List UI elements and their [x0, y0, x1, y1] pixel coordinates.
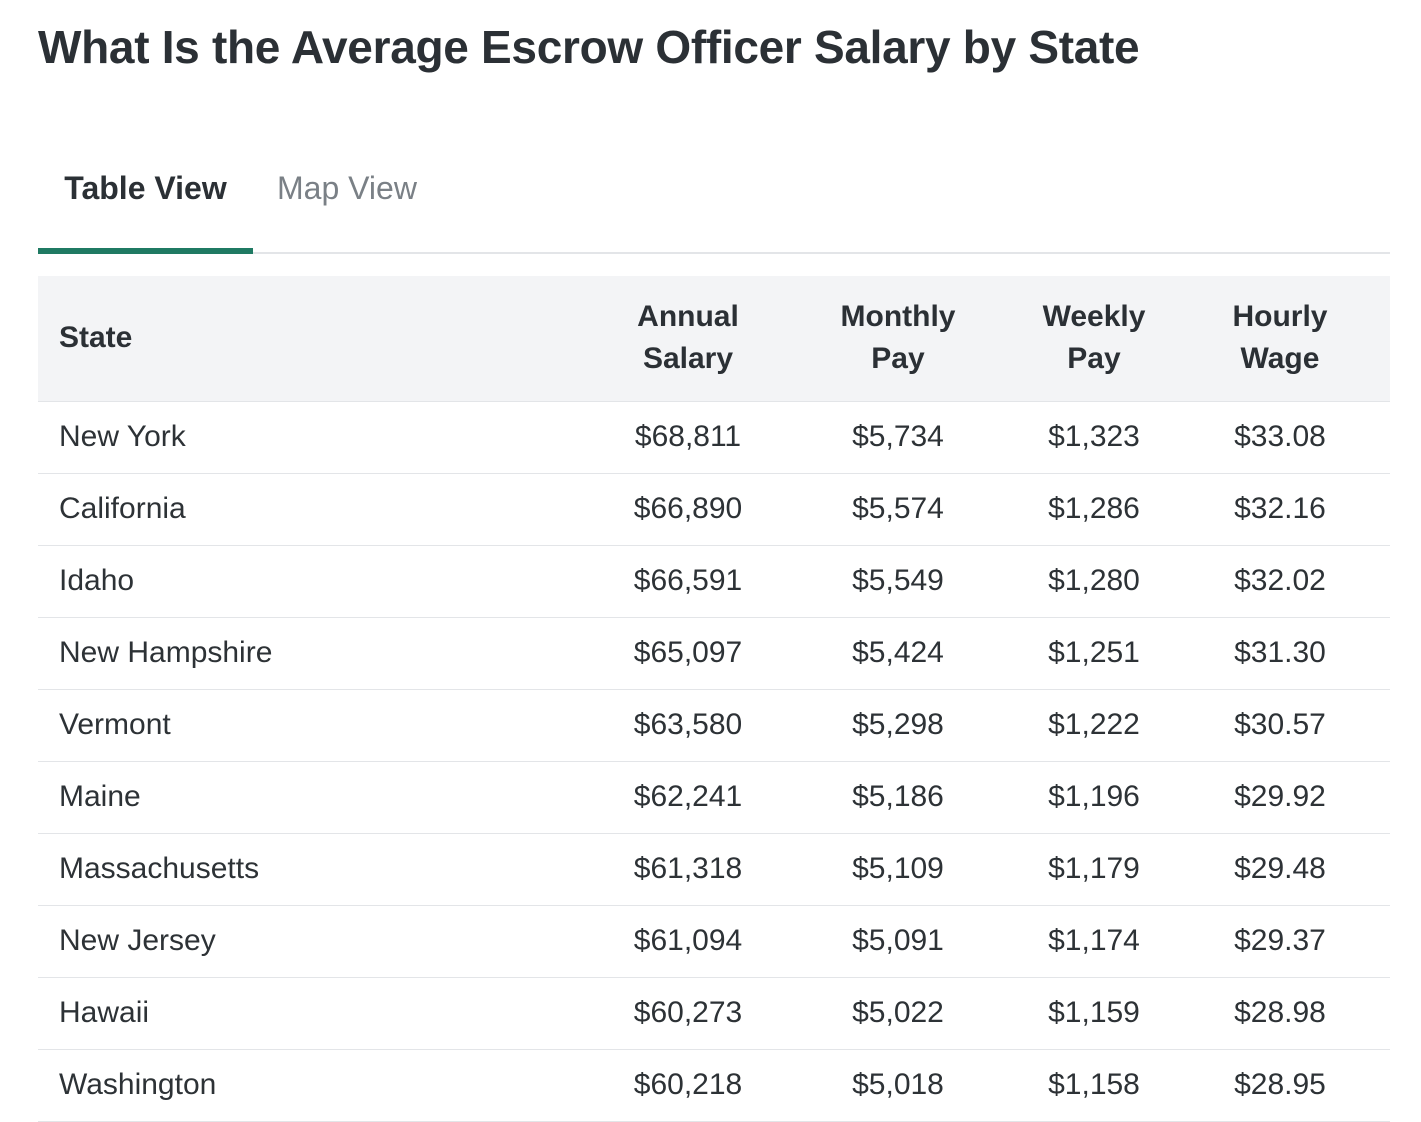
- cell-monthly-pay: $5,091: [778, 905, 1018, 978]
- table-row: Hawaii $60,273 $5,022 $1,159 $28.98: [38, 977, 1390, 1050]
- cell-annual-salary: $61,094: [598, 905, 778, 978]
- cell-monthly-pay: $5,018: [778, 1049, 1018, 1122]
- cell-monthly-pay: $5,109: [778, 833, 1018, 906]
- table-header: State Annual Salary Monthly Pay Weekly Pay …: [38, 276, 1390, 402]
- table-row: New York $68,811 $5,734 $1,323 $33.08: [38, 401, 1390, 474]
- header-annual-line2: Salary: [642, 342, 734, 376]
- table-body: New York $68,811 $5,734 $1,323 $33.08 Ca…: [38, 401, 1390, 1122]
- table-row: Maine $62,241 $5,186 $1,196 $29.92: [38, 761, 1390, 834]
- cell-annual-salary: $62,241: [598, 761, 778, 834]
- cell-monthly-pay: $5,734: [778, 401, 1018, 474]
- cell-annual-salary: $65,097: [598, 617, 778, 690]
- cell-weekly-pay: $1,251: [1018, 617, 1170, 690]
- cell-hourly-wage: $32.02: [1170, 545, 1390, 618]
- cell-state: New York: [38, 401, 598, 474]
- cell-monthly-pay: $5,298: [778, 689, 1018, 762]
- cell-state: New Jersey: [38, 905, 598, 978]
- cell-weekly-pay: $1,179: [1018, 833, 1170, 906]
- cell-weekly-pay: $1,174: [1018, 905, 1170, 978]
- cell-annual-salary: $61,318: [598, 833, 778, 906]
- header-state-label: State: [59, 321, 133, 355]
- view-tabs: Table View Map View: [38, 150, 1390, 254]
- cell-hourly-wage: $30.57: [1170, 689, 1390, 762]
- header-annual-salary: Annual Salary: [598, 276, 778, 402]
- table-header-row: State Annual Salary Monthly Pay Weekly Pay …: [38, 276, 1390, 402]
- header-monthly-pay: Monthly Pay: [778, 276, 1018, 402]
- cell-state: Vermont: [38, 689, 598, 762]
- salary-table-container: State Annual Salary Monthly Pay Weekly Pay …: [38, 276, 1390, 1122]
- tab-table-view[interactable]: Table View: [38, 150, 253, 254]
- table-row: Vermont $63,580 $5,298 $1,222 $30.57: [38, 689, 1390, 762]
- cell-monthly-pay: $5,549: [778, 545, 1018, 618]
- cell-state: California: [38, 473, 598, 546]
- cell-hourly-wage: $28.95: [1170, 1049, 1390, 1122]
- cell-hourly-wage: $29.92: [1170, 761, 1390, 834]
- page-title: What Is the Average Escrow Officer Salar…: [38, 21, 1140, 73]
- cell-monthly-pay: $5,574: [778, 473, 1018, 546]
- cell-annual-salary: $66,591: [598, 545, 778, 618]
- cell-hourly-wage: $28.98: [1170, 977, 1390, 1050]
- table-row: California $66,890 $5,574 $1,286 $32.16: [38, 473, 1390, 546]
- salary-table: State Annual Salary Monthly Pay Weekly Pay …: [38, 276, 1390, 1122]
- cell-annual-salary: $68,811: [598, 401, 778, 474]
- cell-annual-salary: $60,218: [598, 1049, 778, 1122]
- cell-weekly-pay: $1,158: [1018, 1049, 1170, 1122]
- table-row: New Hampshire $65,097 $5,424 $1,251 $31.…: [38, 617, 1390, 690]
- cell-hourly-wage: $32.16: [1170, 473, 1390, 546]
- cell-monthly-pay: $5,186: [778, 761, 1018, 834]
- tab-map-view[interactable]: Map View: [277, 170, 417, 206]
- cell-hourly-wage: $33.08: [1170, 401, 1390, 474]
- header-hourly-wage: Hourly Wage: [1170, 276, 1390, 402]
- cell-state: Massachusetts: [38, 833, 598, 906]
- cell-weekly-pay: $1,323: [1018, 401, 1170, 474]
- header-hourly-line2: Wage: [1240, 342, 1320, 376]
- cell-state: New Hampshire: [38, 617, 598, 690]
- cell-monthly-pay: $5,022: [778, 977, 1018, 1050]
- cell-hourly-wage: $31.30: [1170, 617, 1390, 690]
- header-weekly-pay: Weekly Pay: [1018, 276, 1170, 402]
- cell-annual-salary: $66,890: [598, 473, 778, 546]
- cell-hourly-wage: $29.48: [1170, 833, 1390, 906]
- header-monthly-line1: Monthly: [840, 300, 956, 334]
- header-weekly-line2: Pay: [1067, 342, 1121, 376]
- cell-state: Hawaii: [38, 977, 598, 1050]
- header-weekly-line1: Weekly: [1042, 300, 1146, 334]
- table-row: Massachusetts $61,318 $5,109 $1,179 $29.…: [38, 833, 1390, 906]
- cell-annual-salary: $63,580: [598, 689, 778, 762]
- table-row: New Jersey $61,094 $5,091 $1,174 $29.37: [38, 905, 1390, 978]
- table-row: Washington $60,218 $5,018 $1,158 $28.95: [38, 1049, 1390, 1122]
- header-state: State: [38, 276, 598, 402]
- cell-weekly-pay: $1,159: [1018, 977, 1170, 1050]
- cell-state: Washington: [38, 1049, 598, 1122]
- cell-state: Maine: [38, 761, 598, 834]
- table-row: Idaho $66,591 $5,549 $1,280 $32.02: [38, 545, 1390, 618]
- cell-monthly-pay: $5,424: [778, 617, 1018, 690]
- cell-weekly-pay: $1,222: [1018, 689, 1170, 762]
- cell-weekly-pay: $1,280: [1018, 545, 1170, 618]
- header-annual-line1: Annual: [637, 300, 739, 334]
- cell-annual-salary: $60,273: [598, 977, 778, 1050]
- cell-weekly-pay: $1,286: [1018, 473, 1170, 546]
- header-monthly-line2: Pay: [871, 342, 925, 376]
- cell-weekly-pay: $1,196: [1018, 761, 1170, 834]
- cell-hourly-wage: $29.37: [1170, 905, 1390, 978]
- header-hourly-line1: Hourly: [1232, 300, 1328, 334]
- cell-state: Idaho: [38, 545, 598, 618]
